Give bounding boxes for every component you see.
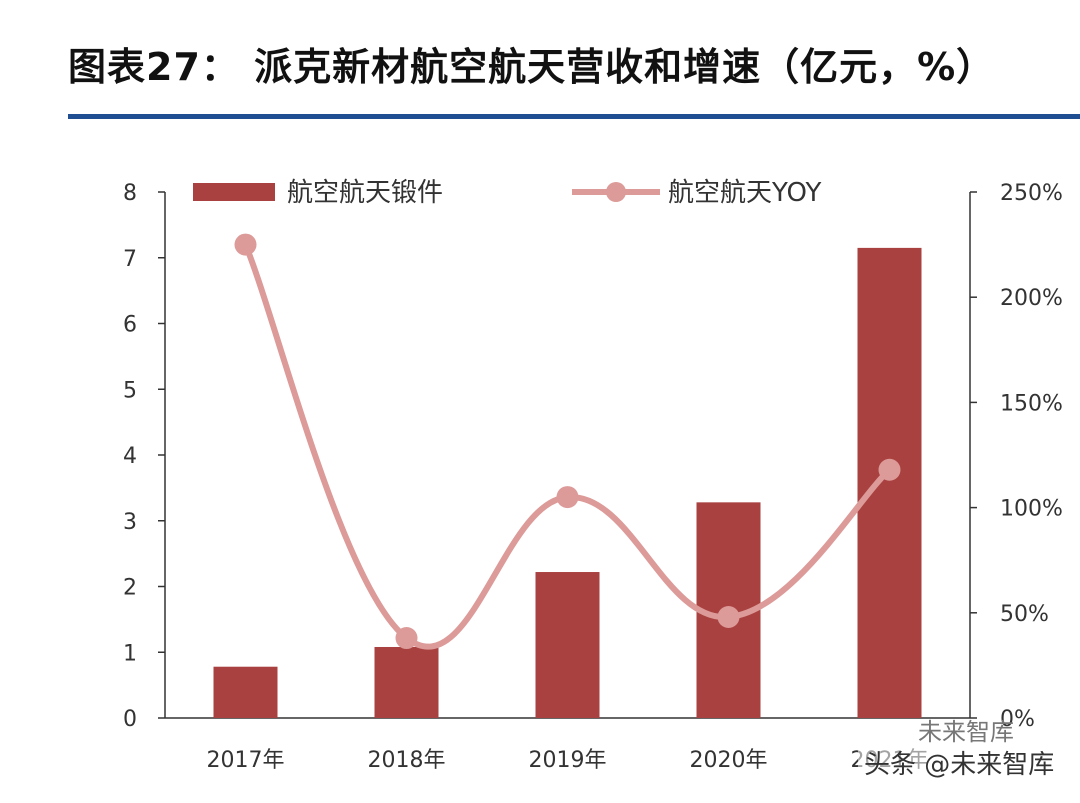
left-tick-label: 8 — [123, 181, 137, 206]
yoy-point — [878, 458, 901, 481]
legend-line-label: 航空航天YOY — [668, 178, 822, 208]
x-tick-label: 2019年 — [529, 748, 607, 773]
right-tick-label: 200% — [1000, 286, 1063, 311]
yoy-point — [395, 627, 418, 650]
yoy-point — [234, 233, 257, 256]
legend-bar-swatch — [193, 183, 275, 201]
watermark-sub: 未来智库 — [918, 718, 1014, 746]
left-tick-label: 5 — [123, 378, 137, 403]
left-tick-label: 0 — [123, 707, 137, 732]
left-tick-label: 4 — [123, 444, 137, 469]
title-underline — [68, 114, 1080, 119]
watermark: 未来智库 头条 @未来智库 — [858, 718, 1061, 783]
bar — [374, 646, 439, 718]
bar-series — [213, 247, 922, 718]
legend-line-marker — [606, 182, 626, 202]
yoy-point — [556, 486, 579, 509]
x-tick-label: 2017年 — [207, 748, 285, 773]
line-series — [234, 233, 901, 650]
chart-axes: 0 1 2 3 4 5 6 7 8 0% 50% 100% 150% 200% 250% 2017年 2018年… — [123, 181, 1063, 773]
yoy-line — [242, 241, 893, 650]
legend-bar-label: 航空航天锻件 — [287, 178, 443, 208]
bar — [213, 666, 278, 718]
right-tick-label: 150% — [1000, 391, 1063, 416]
right-tick-label: 100% — [1000, 497, 1063, 522]
yoy-point — [717, 606, 740, 629]
bar — [535, 572, 600, 718]
left-tick-label: 6 — [123, 313, 137, 338]
chart-title: 图表27： 派克新材航空航天营收和增速（亿元，%） — [68, 45, 996, 89]
x-tick-label: 2018年 — [368, 748, 446, 773]
bar — [857, 247, 922, 718]
watermark-text: 头条 @未来智库 — [864, 750, 1055, 780]
right-tick-label: 50% — [1000, 602, 1049, 627]
left-tick-label: 3 — [123, 510, 137, 535]
x-tick-label: 2020年 — [690, 748, 768, 773]
left-tick-label: 1 — [123, 641, 137, 666]
left-tick-label: 2 — [123, 576, 137, 601]
right-tick-label: 0% — [1000, 707, 1035, 732]
right-tick-label: 250% — [1000, 181, 1063, 206]
chart-legend: 航空航天锻件 航空航天YOY — [193, 178, 822, 208]
left-tick-label: 7 — [123, 247, 137, 272]
